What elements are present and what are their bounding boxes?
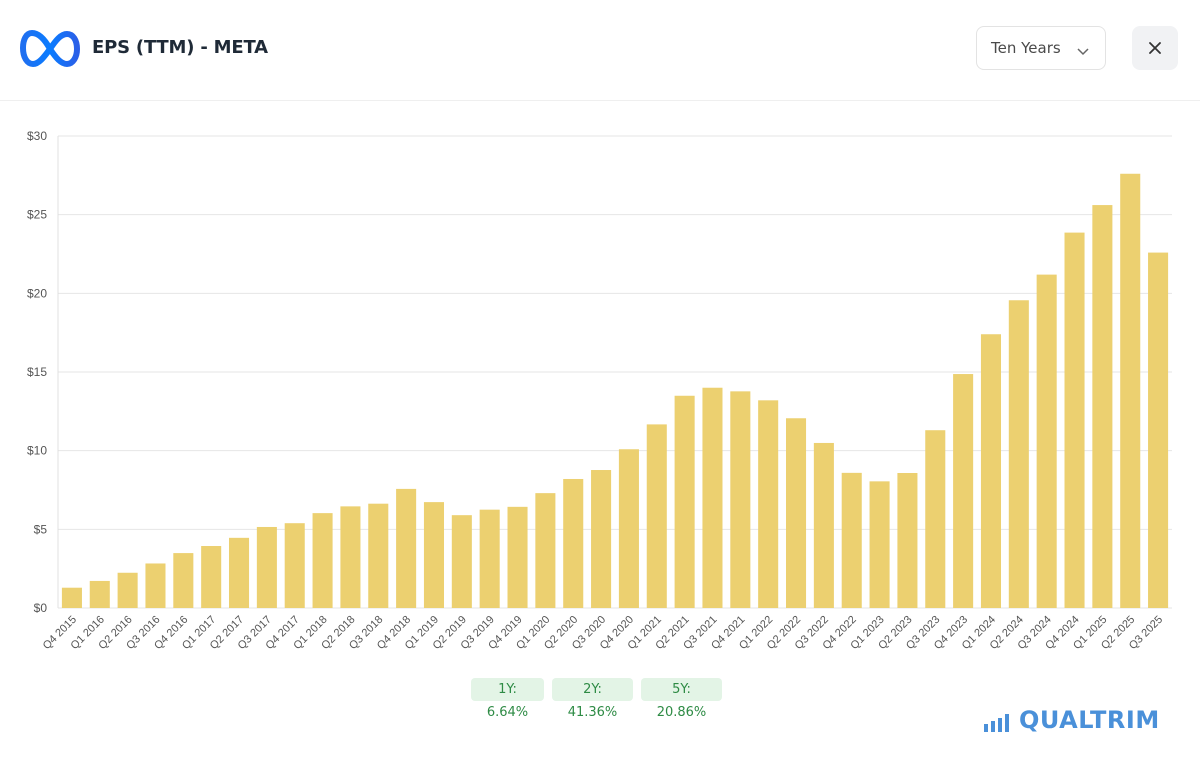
bar: [228, 537, 250, 608]
bar: [117, 572, 138, 608]
bar: [674, 395, 695, 608]
chart-title: EPS (TTM) - META: [92, 37, 268, 58]
meta-infinity-logo-icon: [20, 28, 80, 75]
bar: [618, 449, 639, 608]
bar: [145, 563, 166, 608]
bar: [925, 430, 946, 608]
bar: [897, 473, 918, 608]
bar: [563, 478, 584, 608]
time-range-select[interactable]: Ten Years: [976, 26, 1106, 70]
bar: [1036, 274, 1057, 608]
y-tick-label: $5: [34, 522, 48, 536]
bar: [451, 515, 472, 608]
bar: [980, 334, 1002, 608]
bar-signal-icon: [984, 714, 1009, 732]
y-tick-label: $20: [27, 286, 47, 300]
bar: [730, 391, 751, 608]
y-tick-label: $30: [27, 129, 47, 143]
bar: [646, 424, 667, 608]
chevron-down-icon: [1077, 43, 1089, 61]
bar: [507, 506, 528, 608]
bar: [312, 513, 333, 608]
bar: [173, 553, 194, 608]
growth-badge-2y: 2Y: 41.36%: [552, 678, 633, 720]
bar: [953, 374, 974, 608]
growth-badge-5y: 5Y: 20.86%: [641, 678, 722, 720]
bar: [61, 587, 82, 608]
bar: [1148, 252, 1169, 609]
bar: [1120, 173, 1141, 608]
bar: [813, 442, 834, 608]
bar: [1008, 300, 1029, 608]
bar: [89, 580, 110, 608]
y-tick-label: $0: [34, 601, 48, 615]
bar: [785, 418, 807, 608]
bar: [256, 526, 277, 608]
bar: [396, 488, 417, 608]
y-tick-label: $25: [27, 208, 47, 222]
growth-badge-1y: 1Y: 6.64%: [471, 678, 544, 720]
bar: [423, 502, 445, 608]
bar: [1092, 205, 1113, 608]
bar: [340, 506, 361, 608]
bar: [201, 546, 222, 608]
bar: [1064, 232, 1085, 608]
bar: [841, 472, 862, 608]
chart-header: EPS (TTM) - META Ten Years: [0, 0, 1200, 101]
bar: [368, 503, 389, 608]
bar: [284, 523, 305, 608]
bar: [535, 493, 556, 608]
bar: [702, 387, 723, 608]
close-button[interactable]: [1132, 26, 1178, 70]
bar: [479, 509, 500, 608]
close-icon: [1149, 42, 1161, 54]
bar: [591, 470, 612, 608]
brand-name: QUALTRIM: [1019, 706, 1160, 734]
bar: [758, 400, 779, 608]
time-range-value: Ten Years: [991, 39, 1061, 57]
bar: [869, 481, 890, 608]
growth-badges: 1Y: 6.64% 2Y: 41.36% 5Y: 20.86%: [0, 678, 1200, 720]
y-tick-label: $15: [27, 365, 47, 379]
y-tick-label: $10: [27, 444, 47, 458]
